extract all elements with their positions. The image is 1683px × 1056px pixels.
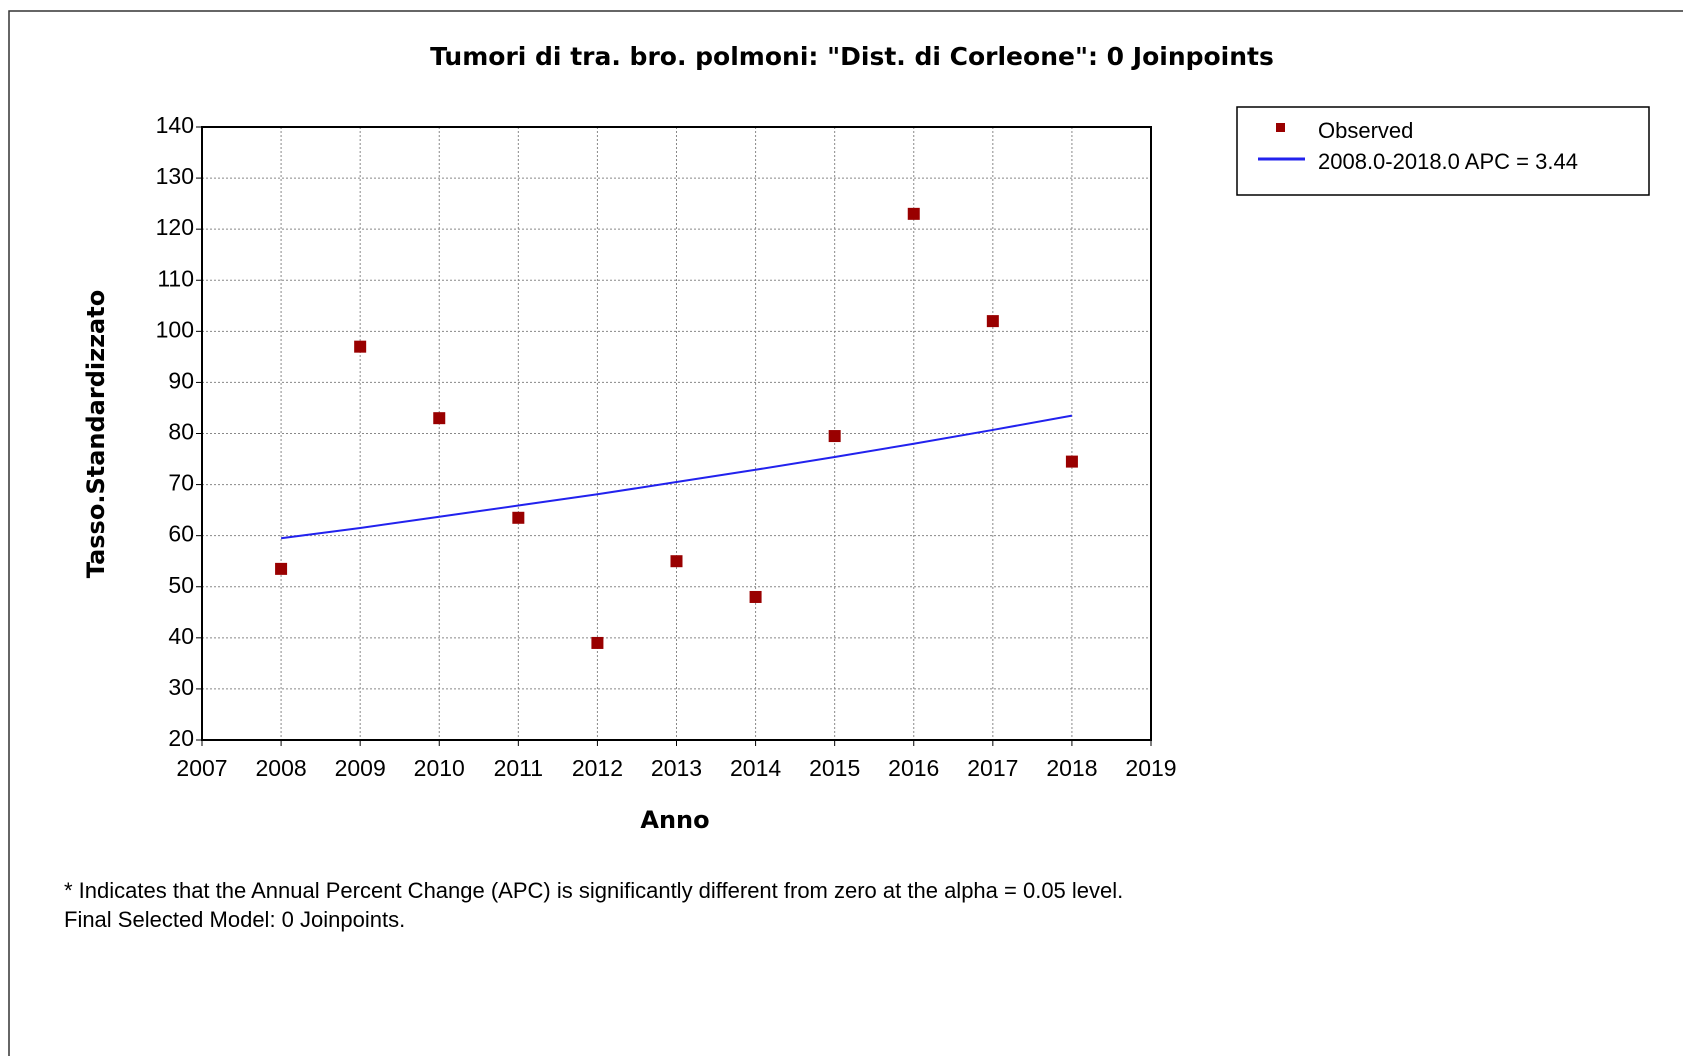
y-tick-label: 120 <box>156 214 194 240</box>
legend-box <box>1236 106 1650 196</box>
y-tick-label: 50 <box>168 572 194 598</box>
x-tick-label: 2011 <box>494 755 543 781</box>
x-tick-label: 2012 <box>572 755 623 781</box>
footnote: Final Selected Model: 0 Joinpoints. <box>64 907 405 932</box>
y-tick-label: 20 <box>168 725 194 751</box>
x-tick-label: 2007 <box>176 755 227 781</box>
point <box>907 207 920 220</box>
x-tick-label: 2018 <box>1046 755 1097 781</box>
chart-title: Tumori di tra. bro. polmoni: "Dist. di C… <box>430 42 1274 71</box>
point <box>1065 455 1078 468</box>
point <box>275 562 288 575</box>
y-tick-label: 110 <box>157 265 194 291</box>
x-axis-label: Anno <box>640 806 709 834</box>
x-tick-label: 2008 <box>255 755 306 781</box>
y-tick-label: 140 <box>156 112 194 138</box>
x-tick-label: 2013 <box>651 755 702 781</box>
x-tick-label: 2010 <box>414 755 465 781</box>
x-tick-label: 2016 <box>888 755 939 781</box>
point <box>749 590 762 603</box>
y-tick-label: 130 <box>156 163 194 189</box>
point <box>670 555 683 568</box>
y-tick-label: 40 <box>168 623 194 649</box>
y-tick-label: 90 <box>168 367 194 393</box>
footnote: * Indicates that the Annual Percent Chan… <box>64 878 1123 903</box>
x-tick-label: 2017 <box>967 755 1018 781</box>
frame <box>8 10 1683 1056</box>
y-tick-label: 70 <box>168 470 194 496</box>
y-tick-label: 100 <box>156 316 194 342</box>
y-tick-label: 60 <box>168 521 194 547</box>
legend-label: 2008.0-2018.0 APC = 3.44 <box>1318 149 1578 174</box>
plot-area <box>201 126 1152 741</box>
point <box>354 340 367 353</box>
x-tick-label: 2015 <box>809 755 860 781</box>
point <box>591 636 604 649</box>
point <box>433 412 446 425</box>
trend-line <box>280 414 1073 540</box>
x-tick-label: 2019 <box>1125 755 1176 781</box>
x-tick-label: 2014 <box>730 755 781 781</box>
y-tick-label: 30 <box>168 674 194 700</box>
legend-marker <box>1276 123 1285 132</box>
point <box>512 511 525 524</box>
x-tick-label: 2009 <box>335 755 386 781</box>
point <box>986 315 999 328</box>
y-axis-label: Tasso.Standardizzato <box>82 290 110 578</box>
legend-label: Observed <box>1318 118 1413 143</box>
point <box>828 430 841 443</box>
y-tick-label: 80 <box>168 419 194 445</box>
